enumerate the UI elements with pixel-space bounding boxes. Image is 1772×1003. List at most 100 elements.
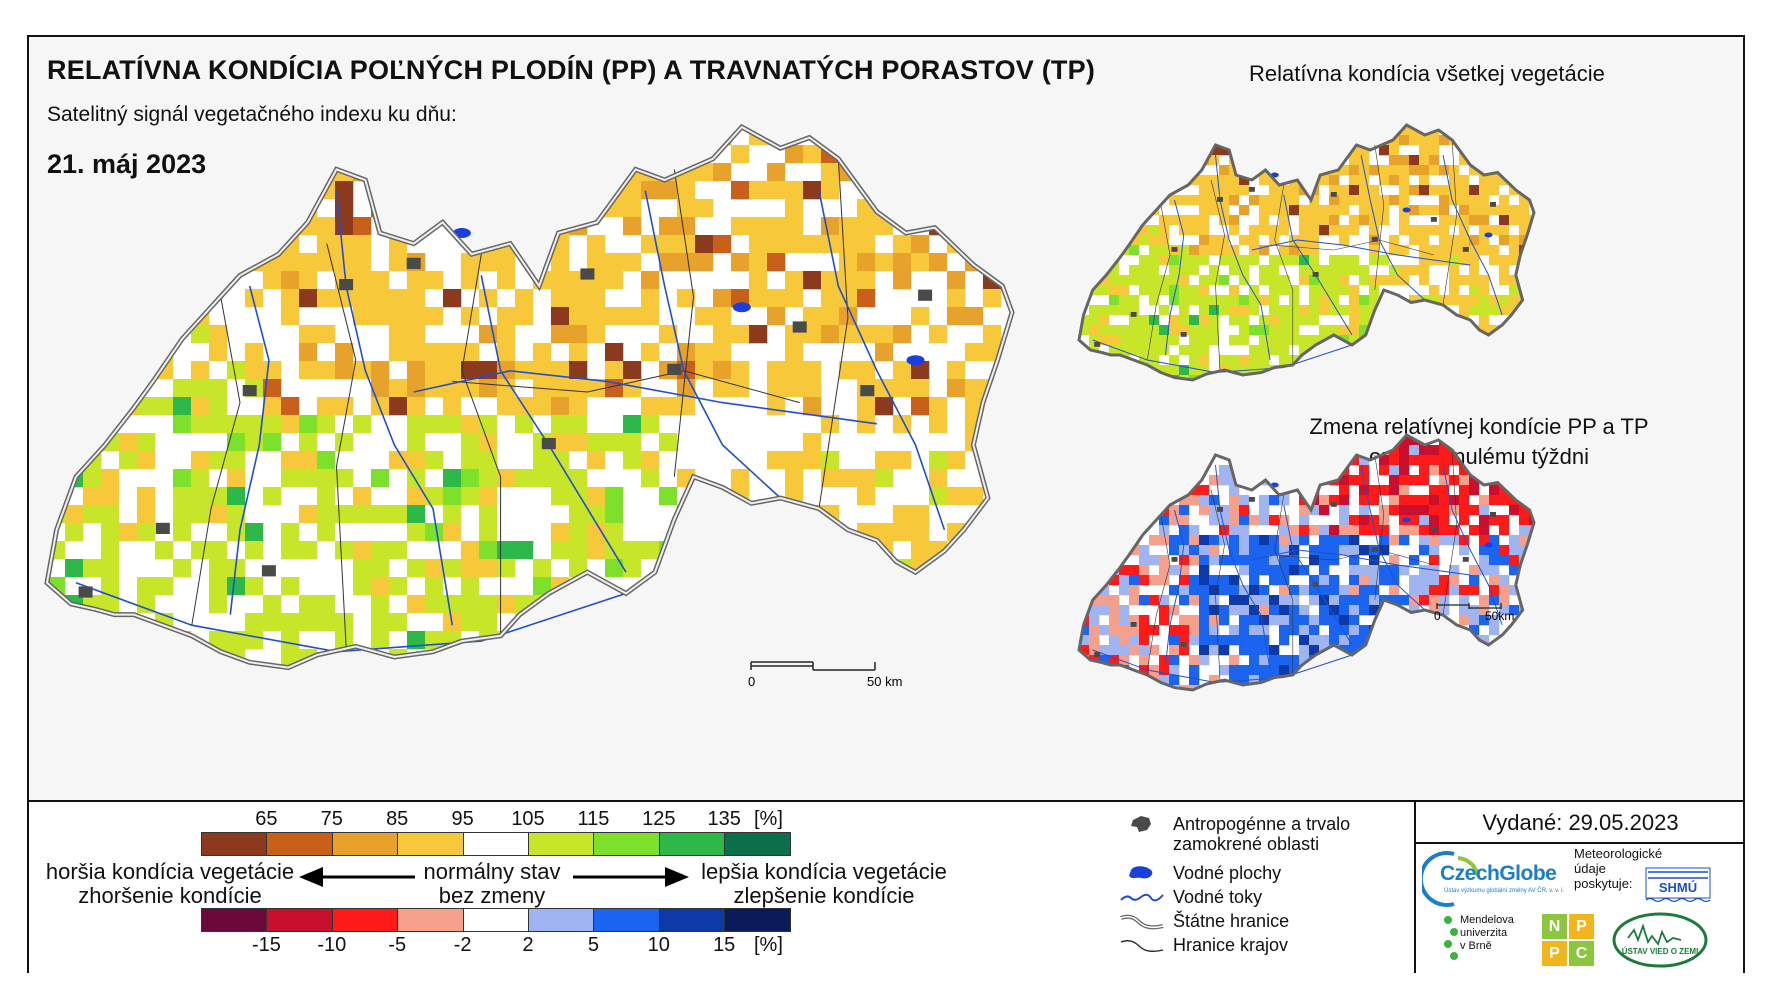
grid-cell: [1309, 595, 1320, 606]
grid-cell: [47, 181, 66, 200]
grid-cell: [461, 433, 480, 452]
grid-cell: [1459, 225, 1470, 236]
grid-cell: [137, 505, 156, 524]
grid-cell: [1379, 275, 1390, 286]
grid-cell: [1339, 275, 1350, 286]
grid-cell: [1199, 595, 1210, 606]
grid-cell: [1459, 135, 1470, 146]
grid-cell: [317, 397, 336, 416]
grid-cell: [1529, 345, 1534, 356]
grid-cell: [1269, 225, 1280, 236]
grid-cell: [1129, 215, 1140, 226]
grid-cell: [1159, 495, 1170, 506]
info-box: Vydané: 29.05.2023 CzechGlobe Ústav výzk…: [1414, 802, 1745, 973]
grid-cell: [461, 181, 480, 200]
grid-cell: [1149, 645, 1160, 656]
grid-cell: [1109, 185, 1120, 196]
grid-cell: [587, 325, 606, 344]
grid-cell: [1479, 635, 1490, 646]
grid-cell: [1479, 455, 1490, 466]
grid-cell: [1109, 485, 1120, 496]
grid-cell: [929, 397, 948, 416]
grid-cell: [1219, 295, 1230, 306]
grid-cell: [1429, 655, 1440, 666]
urban-area: [1130, 622, 1137, 627]
grid-cell: [1519, 315, 1530, 326]
grid-cell: [1439, 315, 1450, 326]
grid-cell: [641, 181, 660, 200]
grid-cell: [1149, 355, 1160, 366]
grid-cell: [1129, 445, 1140, 456]
grid-cell: [1429, 455, 1440, 466]
grid-cell: [1349, 365, 1360, 376]
grid-cell: [1189, 285, 1200, 296]
water-body: [1484, 542, 1493, 548]
grid-cell: [1239, 175, 1250, 186]
grid-cell: [1219, 205, 1230, 216]
grid-cell: [1199, 605, 1210, 616]
grid-cell: [299, 181, 318, 200]
grid-cell: [1459, 205, 1470, 216]
main-condition-map[interactable]: 0 50 km 0 50km: [29, 37, 1743, 800]
grid-cell: [191, 649, 210, 668]
grid-cell: [299, 541, 318, 560]
grid-cell: [803, 433, 822, 452]
grid-cell: [1319, 285, 1330, 296]
grid-cell: [1089, 135, 1100, 146]
grid-cell: [1319, 545, 1330, 556]
grid-cell: [1409, 455, 1420, 466]
grid-cell: [299, 253, 318, 272]
grid-cell: [1479, 505, 1490, 516]
grid-cell: [1199, 215, 1210, 226]
grid-cell: [1469, 585, 1480, 596]
grid-cell: [1169, 455, 1180, 466]
change-scale-swatch: [528, 908, 595, 932]
grid-cell: [1429, 285, 1440, 296]
grid-cell: [65, 289, 84, 308]
grid-cell: [1369, 665, 1380, 676]
urban-area: [1094, 652, 1101, 657]
grid-cell: [839, 631, 858, 650]
grid-cell: [947, 181, 966, 200]
grid-cell: [1129, 235, 1140, 246]
legend-panel: 65 75 85 95 105 115 125 135 [%] horšia kondícia…: [29, 800, 1745, 973]
grid-cell: [1229, 575, 1240, 586]
grid-cell: [101, 235, 120, 254]
grid-cell: [1149, 195, 1160, 206]
grid-cell: [1519, 485, 1530, 496]
grid-cell: [173, 559, 192, 578]
grid-cell: [1489, 555, 1500, 566]
grid-cell: [407, 523, 426, 542]
grid-cell: [1249, 535, 1260, 546]
grid-cell: [1089, 195, 1100, 206]
grid-cell: [1001, 199, 1012, 218]
grid-cell: [1189, 265, 1200, 276]
grid-cell: [1329, 275, 1340, 286]
grid-cell: [1139, 445, 1150, 456]
grid-cell: [569, 181, 588, 200]
grid-cell: [1499, 585, 1510, 596]
region-border: [1442, 449, 1458, 616]
grid-cell: [1469, 195, 1480, 206]
grid-cell: [821, 181, 840, 200]
grid-cell: [1169, 355, 1180, 366]
grid-cell: [1169, 135, 1180, 146]
grid-cell: [1199, 205, 1210, 216]
grid-cell: [245, 415, 264, 434]
grid-cell: [119, 433, 138, 452]
grid-cell: [1529, 605, 1534, 616]
grid-cell: [1109, 335, 1120, 346]
grid-cell: [1409, 495, 1420, 506]
grid-cell: [1119, 625, 1130, 636]
grid-cell: [1389, 655, 1400, 666]
grid-cell: [695, 307, 714, 326]
grid-cell: [1529, 125, 1534, 136]
grid-cell: [1149, 345, 1160, 356]
grid-cell: [1469, 205, 1480, 216]
grid-cell: [1449, 665, 1460, 676]
grid-cell: [461, 559, 480, 578]
grid-cell: [1079, 265, 1090, 276]
grid-cell: [47, 379, 66, 398]
grid-cell: [569, 361, 588, 380]
change-scale-tick: -5: [388, 934, 407, 956]
